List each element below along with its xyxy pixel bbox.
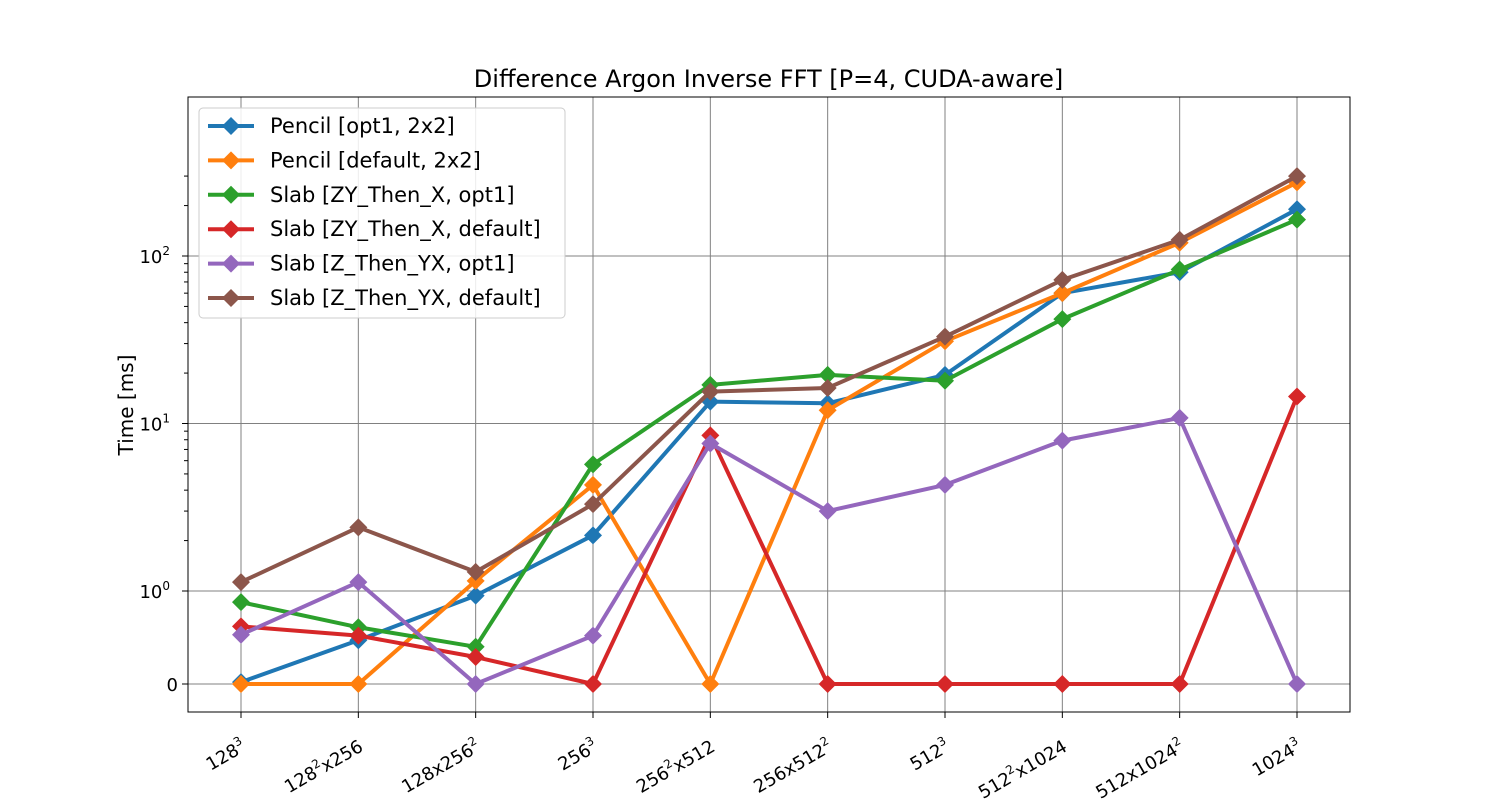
- y-axis-title: Time [ms]: [114, 355, 138, 457]
- data-point-marker: [466, 675, 485, 693]
- legend-marker: [222, 117, 240, 135]
- data-point-marker: [584, 626, 602, 645]
- legend-label: Pencil [default, 2x2]: [270, 148, 481, 172]
- series-layer: [232, 167, 1306, 693]
- data-point-marker: [349, 518, 368, 537]
- series-line: [240, 207, 1298, 685]
- series-line: [240, 415, 1299, 686]
- data-point-marker: [466, 648, 485, 667]
- data-point-marker: [349, 675, 368, 693]
- data-point-marker: [1170, 408, 1189, 427]
- legend-marker: [222, 151, 240, 170]
- data-point-marker: [584, 475, 602, 494]
- data-point-marker: [1053, 675, 1072, 693]
- legend-label: Slab [ZY_Then_X, opt1]: [270, 183, 515, 208]
- data-point-marker: [1288, 167, 1306, 186]
- legend-marker: [222, 289, 240, 307]
- data-point-marker: [936, 675, 954, 693]
- data-point-marker: [701, 675, 720, 693]
- legend: Pencil [opt1, 2x2] Pencil [default, 2x2] S…: [198, 107, 566, 319]
- legend-marker: [222, 185, 240, 204]
- y-tick-label-sup: 2: [162, 244, 170, 258]
- legend-item: Pencil [opt1, 2x2]: [208, 114, 455, 138]
- y-tick-label-sup: 1: [162, 412, 170, 426]
- series-4: [232, 387, 1306, 693]
- chart-title: Difference Argon Inverse FFT [P=4, CUDA-…: [474, 65, 1063, 93]
- grid: [188, 97, 1350, 712]
- data-point-marker: [466, 586, 485, 605]
- legend-label: Pencil [opt1, 2x2]: [270, 114, 455, 138]
- series-6: [232, 167, 1306, 592]
- legend-label: Slab [ZY_Then_X, default]: [270, 217, 541, 242]
- data-point-marker: [584, 455, 602, 474]
- series-line: [240, 217, 1298, 649]
- y-tick-label-sup: 0: [162, 579, 170, 593]
- data-point-marker: [232, 625, 250, 644]
- y-tick-label: 0: [167, 675, 178, 696]
- y-tick-label-base: 10: [139, 582, 162, 603]
- data-point-marker: [1053, 270, 1072, 289]
- series-line: [240, 395, 1299, 686]
- series-line: [240, 174, 1298, 584]
- legend-label: Slab [Z_Then_YX, default]: [270, 286, 541, 311]
- series-5: [232, 408, 1306, 693]
- legend-item: Slab [ZY_Then_X, default]: [208, 217, 541, 242]
- y-tick-label-base: 0: [167, 675, 178, 696]
- legend-box: [198, 107, 566, 319]
- data-point-marker: [818, 401, 837, 420]
- data-point-marker: [584, 495, 602, 514]
- data-point-marker: [1170, 230, 1189, 249]
- plot-frame: [187, 96, 1351, 713]
- data-point-marker: [1170, 675, 1189, 693]
- data-point-marker: [1053, 310, 1072, 329]
- y-tick-label-base: 10: [139, 247, 162, 268]
- data-point-marker: [232, 573, 250, 592]
- data-point-marker: [466, 562, 485, 581]
- data-point-marker: [1288, 675, 1306, 693]
- legend-label: Slab [Z_Then_YX, opt1]: [270, 252, 515, 277]
- legend-item: Pencil [default, 2x2]: [208, 148, 481, 172]
- data-point-marker: [818, 502, 837, 521]
- data-point-marker: [701, 434, 720, 453]
- data-point-marker: [232, 675, 250, 693]
- data-point-marker: [936, 475, 954, 494]
- data-point-marker: [818, 378, 837, 397]
- data-point-marker: [1053, 284, 1072, 303]
- y-tick-label: 102: [139, 244, 170, 268]
- data-point-marker: [1288, 200, 1306, 219]
- y-tick-label-base: 10: [139, 415, 162, 436]
- data-point-marker: [701, 382, 720, 401]
- data-point-marker: [232, 593, 250, 612]
- data-point-marker: [1053, 431, 1072, 450]
- data-point-marker: [818, 675, 837, 693]
- data-point-marker: [1288, 387, 1306, 406]
- y-tick-label: 101: [139, 412, 170, 436]
- data-point-marker: [936, 371, 954, 390]
- data-point-marker: [818, 365, 837, 384]
- y-tick-label: 100: [139, 579, 170, 603]
- data-point-marker: [936, 327, 954, 346]
- legend-item: Slab [ZY_Then_X, opt1]: [208, 183, 515, 208]
- data-point-marker: [349, 626, 368, 645]
- data-point-marker: [584, 526, 602, 545]
- data-point-marker: [349, 573, 368, 592]
- legend-marker: [222, 254, 240, 273]
- legend-marker: [222, 220, 240, 239]
- legend-item: Slab [Z_Then_YX, default]: [208, 286, 541, 311]
- data-point-marker: [466, 637, 485, 656]
- data-point-marker: [584, 675, 602, 693]
- legend-item: Slab [Z_Then_YX, opt1]: [208, 252, 515, 277]
- data-point-marker: [1170, 260, 1189, 279]
- data-point-marker: [1288, 210, 1306, 229]
